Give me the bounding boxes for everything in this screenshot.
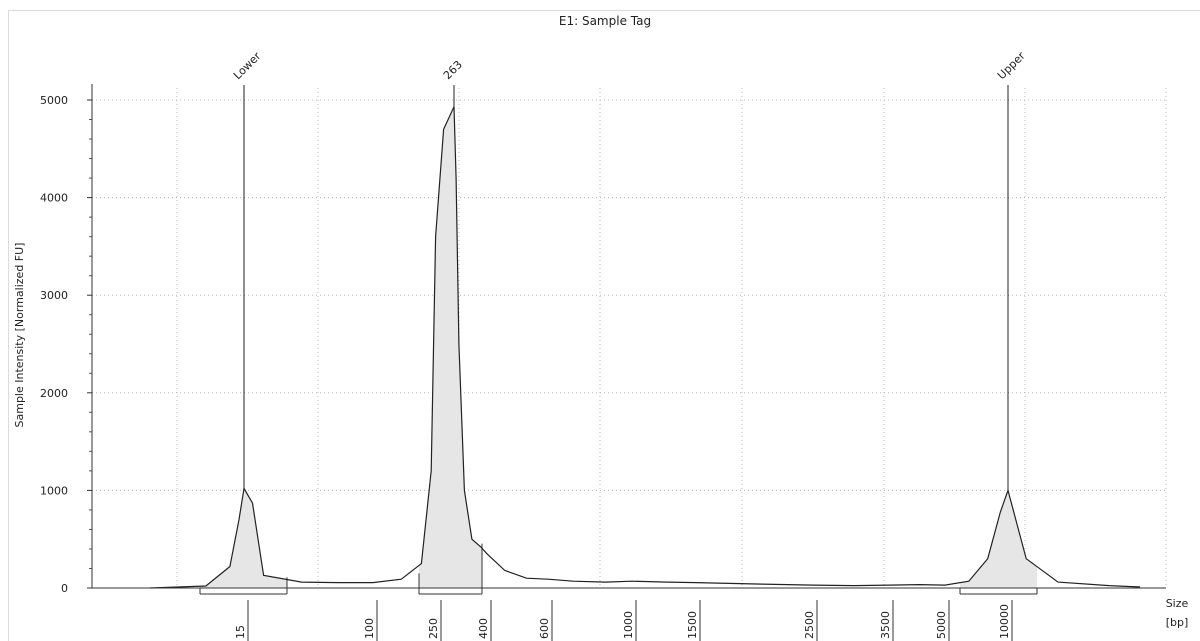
x-tick-label: 600 bbox=[538, 618, 551, 639]
trace bbox=[149, 106, 1141, 589]
y-tick-label: 4000 bbox=[40, 192, 68, 205]
x-tick-label: 2500 bbox=[803, 611, 816, 639]
peak-regions bbox=[199, 106, 1038, 595]
y-tick-label: 3000 bbox=[40, 289, 68, 302]
x-tick-label: 400 bbox=[477, 618, 490, 639]
y-tick-label: 5000 bbox=[40, 94, 68, 107]
y-tick-label: 2000 bbox=[40, 387, 68, 400]
x-axis-label-unit: [bp] bbox=[1166, 616, 1189, 629]
peak-markers: Lower 263 Upper bbox=[231, 49, 1028, 491]
frame-top-border bbox=[8, 10, 1200, 11]
y-tick-label: 0 bbox=[61, 582, 68, 595]
peak-label: Upper bbox=[995, 49, 1028, 82]
y-axis-label: Sample Intensity [Normalized FU] bbox=[13, 243, 26, 428]
axes: 0 1000 2000 3000 4000 5000 15 100 250 400 600 1000 1… bbox=[40, 84, 1166, 641]
y-tick-label: 1000 bbox=[40, 484, 68, 497]
x-tick-label: 3500 bbox=[879, 611, 892, 639]
trace-line bbox=[149, 106, 1141, 589]
x-tick-label: 250 bbox=[427, 618, 440, 639]
x-tick-label: 100 bbox=[363, 618, 376, 639]
x-tick-label: 10000 bbox=[998, 604, 1011, 639]
chart-title: E1: Sample Tag bbox=[559, 14, 651, 28]
peak-region-fill bbox=[419, 106, 482, 588]
x-tick-label: 5000 bbox=[935, 611, 948, 639]
x-axis-label-size: Size bbox=[1166, 597, 1189, 610]
frame-left-border bbox=[8, 10, 9, 641]
x-tick-label: 15 bbox=[234, 625, 247, 639]
peak-label: Lower bbox=[231, 49, 264, 82]
x-tick-label: 1500 bbox=[686, 611, 699, 639]
peak-label: 263 bbox=[441, 58, 465, 82]
x-tick-label: 1000 bbox=[622, 611, 635, 639]
